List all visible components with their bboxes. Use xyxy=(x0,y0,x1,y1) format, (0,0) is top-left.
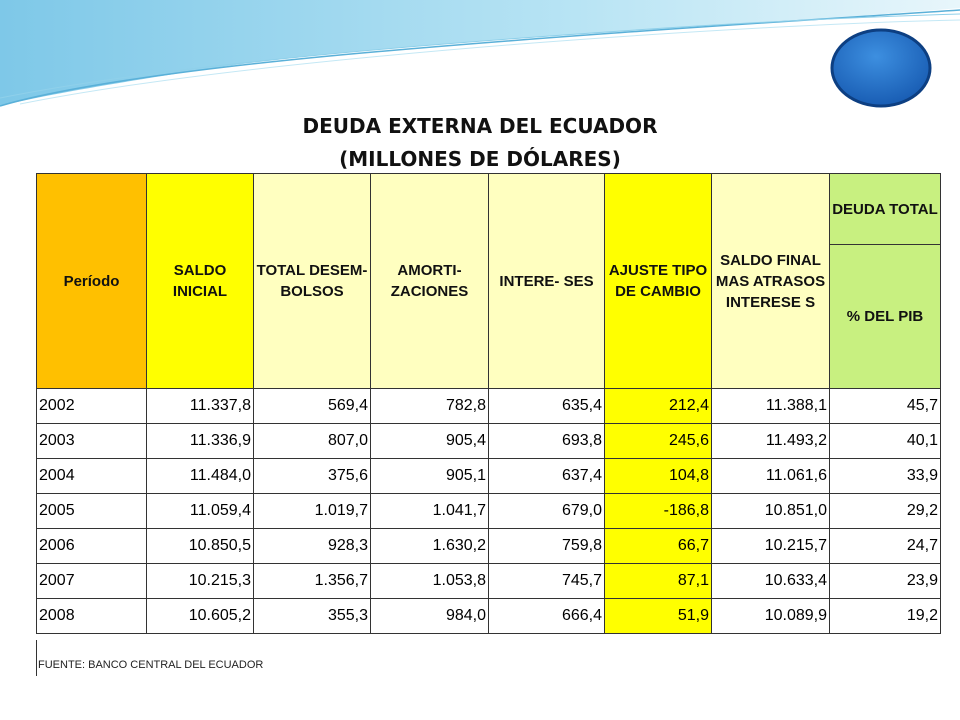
cell-saldo-final: 10.215,7 xyxy=(711,528,830,564)
cell-amortizaciones: 905,4 xyxy=(370,423,489,459)
cell-year: 2002 xyxy=(36,388,147,424)
cell-saldo-inicial: 11.337,8 xyxy=(146,388,254,424)
table-row: 2007 10.215,3 1.356,7 1.053,8 745,7 87,1… xyxy=(36,563,941,599)
cell-saldo-final: 11.388,1 xyxy=(711,388,830,424)
cell-pct-pib: 33,9 xyxy=(829,458,941,494)
header-saldo-final: SALDO FINAL MAS ATRASOS INTERESE S xyxy=(711,173,830,389)
cell-ajuste: 212,4 xyxy=(604,388,712,424)
cell-intereses: 679,0 xyxy=(488,493,605,529)
title-line-2: (MILLONES DE DÓLARES) xyxy=(339,147,621,171)
cell-saldo-final: 10.851,0 xyxy=(711,493,830,529)
cell-saldo-final: 11.493,2 xyxy=(711,423,830,459)
cell-desembolsos: 807,0 xyxy=(253,423,371,459)
cell-intereses: 693,8 xyxy=(488,423,605,459)
table-row: 2005 11.059,4 1.019,7 1.041,7 679,0 -186… xyxy=(36,493,941,529)
cell-ajuste: 87,1 xyxy=(604,563,712,599)
header-ajuste: AJUSTE TIPO DE CAMBIO xyxy=(604,173,712,389)
cell-desembolsos: 1.019,7 xyxy=(253,493,371,529)
table-row: 2003 11.336,9 807,0 905,4 693,8 245,6 11… xyxy=(36,423,941,459)
cell-year: 2004 xyxy=(36,458,147,494)
cell-pct-pib: 24,7 xyxy=(829,528,941,564)
cell-amortizaciones: 1.041,7 xyxy=(370,493,489,529)
cell-ajuste: 104,8 xyxy=(604,458,712,494)
blue-oval-icon xyxy=(830,28,932,108)
cell-ajuste: 66,7 xyxy=(604,528,712,564)
debt-table: Período SALDO INICIAL TOTAL DESEM- BOLSO… xyxy=(36,173,941,634)
cell-amortizaciones: 905,1 xyxy=(370,458,489,494)
cell-pct-pib: 45,7 xyxy=(829,388,941,424)
table-row: 2004 11.484,0 375,6 905,1 637,4 104,8 11… xyxy=(36,458,941,494)
cell-intereses: 637,4 xyxy=(488,458,605,494)
source-note: FUENTE: BANCO CENTRAL DEL ECUADOR xyxy=(38,659,264,671)
cell-year: 2006 xyxy=(36,528,147,564)
cell-desembolsos: 569,4 xyxy=(253,388,371,424)
header-saldo-inicial: SALDO INICIAL xyxy=(146,173,254,389)
title-line-1: DEUDA EXTERNA DEL ECUADOR xyxy=(302,114,658,138)
left-border-rule xyxy=(36,640,37,676)
cell-saldo-final: 11.061,6 xyxy=(711,458,830,494)
cell-amortizaciones: 1.053,8 xyxy=(370,563,489,599)
header-pct-pib: % DEL PIB xyxy=(829,244,941,389)
cell-year: 2003 xyxy=(36,423,147,459)
cell-ajuste: -186,8 xyxy=(604,493,712,529)
header-swoosh-decoration xyxy=(0,0,960,107)
cell-pct-pib: 29,2 xyxy=(829,493,941,529)
cell-desembolsos: 375,6 xyxy=(253,458,371,494)
cell-year: 2008 xyxy=(36,598,147,634)
cell-saldo-inicial: 10.850,5 xyxy=(146,528,254,564)
cell-amortizaciones: 782,8 xyxy=(370,388,489,424)
cell-ajuste: 51,9 xyxy=(604,598,712,634)
cell-pct-pib: 23,9 xyxy=(829,563,941,599)
header-periodo: Período xyxy=(36,173,147,389)
cell-ajuste: 245,6 xyxy=(604,423,712,459)
cell-intereses: 666,4 xyxy=(488,598,605,634)
cell-pct-pib: 19,2 xyxy=(829,598,941,634)
cell-saldo-inicial: 11.484,0 xyxy=(146,458,254,494)
page-title: DEUDA EXTERNA DEL ECUADOR (MILLONES DE D… xyxy=(0,110,960,176)
cell-amortizaciones: 1.630,2 xyxy=(370,528,489,564)
cell-saldo-inicial: 10.605,2 xyxy=(146,598,254,634)
header-desembolsos: TOTAL DESEM- BOLSOS xyxy=(253,173,371,389)
table-row: 2006 10.850,5 928,3 1.630,2 759,8 66,7 1… xyxy=(36,528,941,564)
cell-saldo-inicial: 10.215,3 xyxy=(146,563,254,599)
cell-intereses: 759,8 xyxy=(488,528,605,564)
cell-desembolsos: 928,3 xyxy=(253,528,371,564)
cell-pct-pib: 40,1 xyxy=(829,423,941,459)
cell-amortizaciones: 984,0 xyxy=(370,598,489,634)
table-row: 2002 11.337,8 569,4 782,8 635,4 212,4 11… xyxy=(36,388,941,424)
cell-saldo-final: 10.633,4 xyxy=(711,563,830,599)
header-amortizaciones: AMORTI- ZACIONES xyxy=(370,173,489,389)
header-deuda-total: DEUDA TOTAL xyxy=(829,173,941,245)
cell-intereses: 745,7 xyxy=(488,563,605,599)
cell-intereses: 635,4 xyxy=(488,388,605,424)
cell-year: 2005 xyxy=(36,493,147,529)
cell-saldo-inicial: 11.336,9 xyxy=(146,423,254,459)
cell-year: 2007 xyxy=(36,563,147,599)
cell-saldo-final: 10.089,9 xyxy=(711,598,830,634)
cell-desembolsos: 1.356,7 xyxy=(253,563,371,599)
cell-desembolsos: 355,3 xyxy=(253,598,371,634)
cell-saldo-inicial: 11.059,4 xyxy=(146,493,254,529)
table-row: 2008 10.605,2 355,3 984,0 666,4 51,9 10.… xyxy=(36,598,941,634)
header-intereses: INTERE- SES xyxy=(488,173,605,389)
